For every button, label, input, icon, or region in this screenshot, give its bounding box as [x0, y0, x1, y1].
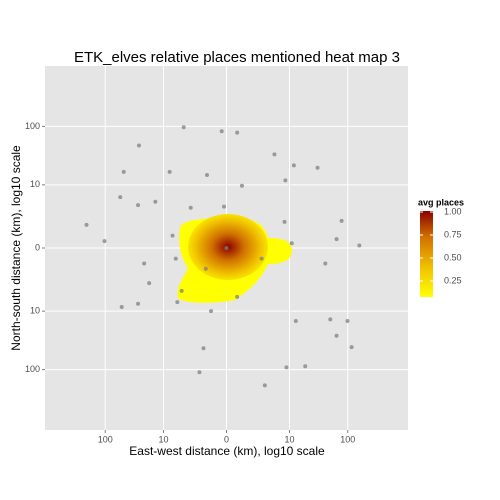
- point: [170, 233, 175, 238]
- point: [303, 364, 308, 369]
- point: [167, 169, 172, 174]
- point: [181, 125, 186, 130]
- point: [259, 256, 264, 261]
- y-tick-label: 100: [25, 364, 40, 374]
- x-tick-label: 10: [158, 434, 168, 444]
- x-tick-label: 0: [224, 434, 229, 444]
- point: [188, 205, 193, 210]
- point: [197, 370, 202, 375]
- point: [136, 301, 141, 306]
- point: [203, 266, 208, 271]
- point: [235, 294, 240, 299]
- y-axis-title: North-south distance (km), log10 scale: [9, 145, 23, 351]
- point: [136, 203, 141, 208]
- point: [175, 300, 180, 305]
- point: [84, 222, 89, 227]
- point: [119, 305, 124, 310]
- point: [315, 165, 320, 170]
- point: [179, 288, 184, 293]
- point: [272, 152, 277, 157]
- legend-tick-label: 1.00: [444, 206, 462, 216]
- point: [219, 129, 224, 134]
- y-tick-label: 10: [30, 306, 40, 316]
- y-tick-label: 100: [25, 121, 40, 131]
- x-tick-label: 100: [98, 434, 113, 444]
- point: [349, 345, 354, 350]
- x-tick-label: 100: [340, 434, 355, 444]
- legend-tick-label: 0.50: [444, 252, 462, 262]
- x-axis-title: East-west distance (km), log10 scale: [129, 444, 325, 458]
- point: [345, 319, 350, 324]
- x-tick-label: 10: [284, 434, 294, 444]
- point: [147, 281, 152, 286]
- point: [239, 183, 244, 188]
- point: [201, 346, 206, 351]
- legend-tick-label: 0.25: [444, 275, 462, 285]
- point: [334, 237, 339, 242]
- point: [328, 317, 333, 322]
- point: [209, 309, 214, 314]
- point: [291, 163, 296, 168]
- point: [173, 256, 178, 261]
- point: [282, 219, 287, 224]
- y-tick-label: 0: [35, 242, 40, 252]
- point: [221, 204, 226, 209]
- point: [205, 172, 210, 177]
- point: [224, 246, 229, 250]
- point: [235, 130, 240, 135]
- point: [293, 319, 298, 324]
- point: [289, 241, 294, 246]
- chart-title: ETK_elves relative places mentioned heat…: [74, 49, 400, 66]
- point: [136, 143, 141, 148]
- point: [334, 333, 339, 338]
- legend-tick-label: 0.75: [444, 229, 462, 239]
- point: [283, 178, 288, 183]
- point: [284, 365, 289, 370]
- legend-title: avg places: [418, 197, 464, 207]
- point: [142, 261, 147, 266]
- point: [339, 218, 344, 223]
- point: [121, 169, 126, 174]
- point: [357, 243, 362, 248]
- point: [153, 199, 158, 204]
- point: [262, 383, 267, 388]
- point: [323, 261, 328, 266]
- point: [102, 239, 107, 244]
- point: [118, 195, 123, 200]
- y-tick-label: 10: [30, 179, 40, 189]
- colorbar: [420, 211, 433, 297]
